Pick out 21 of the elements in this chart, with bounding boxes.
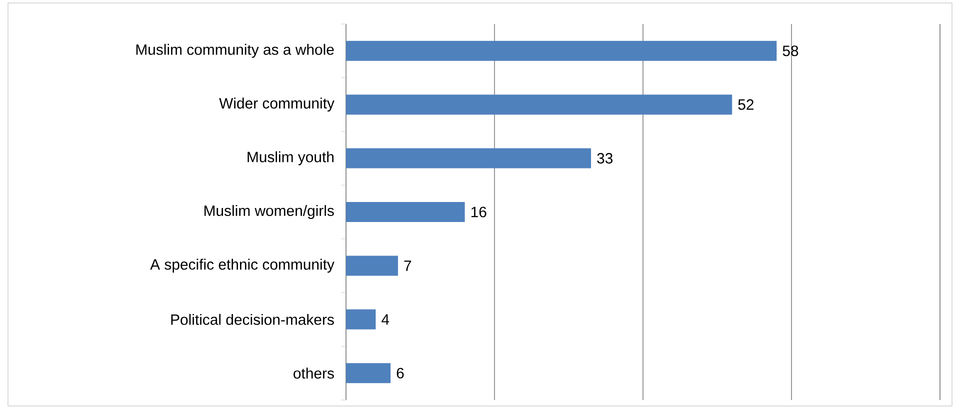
y-tick-label: Muslim youth [248, 151, 334, 166]
y-tick-label: Wider community [219, 98, 334, 112]
bar [346, 202, 465, 222]
bar [346, 363, 391, 384]
y-tick-label: others [294, 368, 334, 379]
data-label: 6 [396, 368, 404, 378]
data-label: 52 [738, 99, 754, 110]
data-label: 16 [471, 206, 486, 218]
data-label: 4 [382, 314, 390, 325]
y-tick-label: Muslim community as a whole [136, 44, 334, 58]
y-tick-label: Political decision-makers [171, 314, 334, 325]
bar [346, 309, 376, 330]
y-tick-label: A specific ethnic community [150, 258, 334, 273]
data-label: 7 [404, 260, 412, 271]
bar [346, 94, 732, 115]
bar [346, 148, 592, 168]
bar [346, 256, 398, 276]
data-label: 33 [597, 152, 613, 164]
bar [346, 40, 777, 61]
data-label: 58 [782, 46, 798, 56]
y-tick-label: Muslim women/girls [204, 205, 334, 219]
